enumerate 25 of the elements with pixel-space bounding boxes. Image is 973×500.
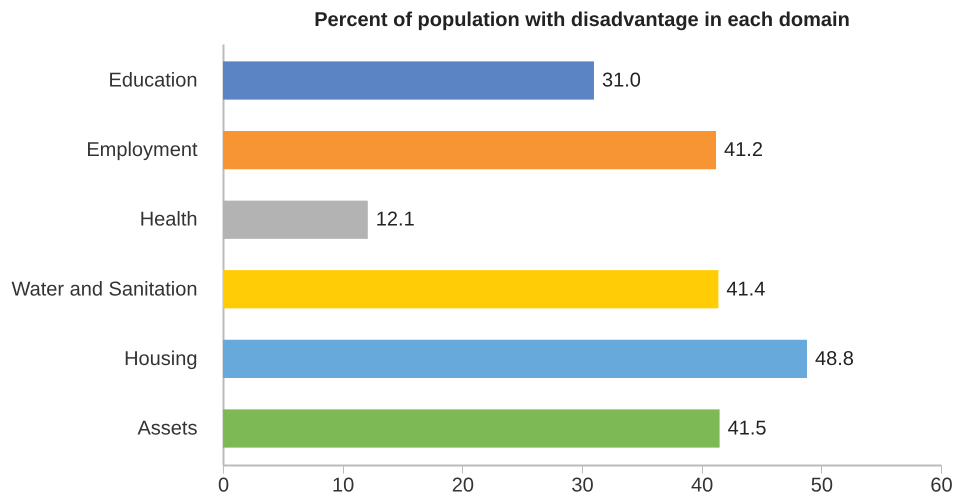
- data-label: 41.4: [726, 278, 766, 300]
- chart-title: Percent of population with disadvantage in each domain: [314, 9, 850, 31]
- y-tick-label: Health: [140, 208, 198, 231]
- x-tick-label: 50: [810, 474, 833, 496]
- x-tick-label: 60: [930, 474, 953, 496]
- bar: [223, 409, 720, 448]
- x-tick-label: 40: [691, 474, 714, 496]
- y-tick-label: Housing: [124, 348, 198, 370]
- y-tick-label: Employment: [86, 139, 198, 162]
- data-label: 12.1: [376, 208, 415, 231]
- y-tick-label: Education: [108, 70, 198, 92]
- x-tick-label: 10: [332, 474, 354, 496]
- data-label: 48.8: [814, 348, 854, 370]
- bar: [223, 340, 807, 378]
- x-tick-label: 0: [218, 474, 230, 496]
- y-tick-label: Water and Sanitation: [11, 278, 198, 300]
- bar: [223, 130, 716, 170]
- bar: [223, 61, 594, 100]
- data-label: 31.0: [602, 70, 641, 92]
- y-tick-label: Assets: [137, 417, 198, 440]
- data-label: 41.2: [724, 139, 763, 162]
- bar: [223, 270, 718, 308]
- data-label: 41.5: [728, 417, 767, 440]
- x-tick-label: 30: [571, 474, 594, 496]
- x-tick-label: 20: [452, 474, 474, 496]
